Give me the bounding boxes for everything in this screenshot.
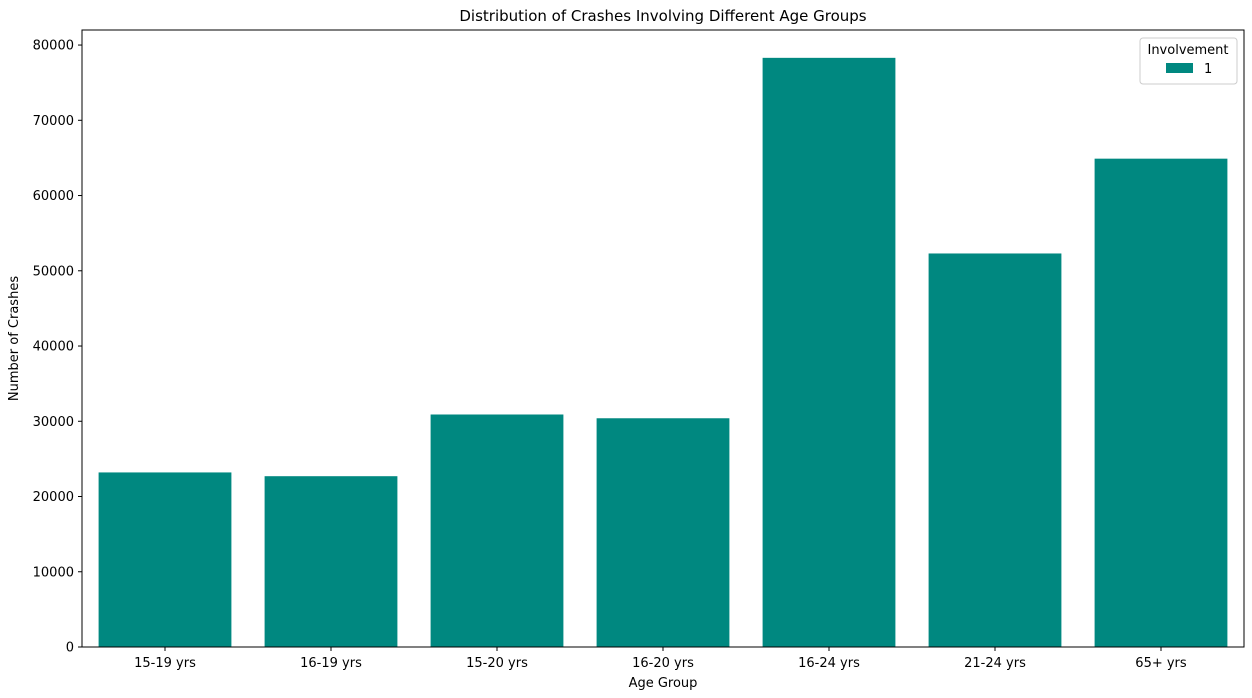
bar-15-19-yrs xyxy=(98,472,232,647)
x-axis-label: Age Group xyxy=(629,676,698,691)
x-axis: 15-19 yrs 16-19 yrs 15-20 yrs 16-20 yrs 16-2… xyxy=(134,647,1187,671)
y-tick-label: 30000 xyxy=(33,415,74,430)
bar-16-24-yrs xyxy=(762,57,896,647)
bar-16-20-yrs xyxy=(596,418,730,647)
bar-16-19-yrs xyxy=(264,476,398,647)
x-tick-label: 21-24 yrs xyxy=(964,656,1026,671)
x-tick-label: 16-24 yrs xyxy=(798,656,860,671)
y-tick-label: 0 xyxy=(66,641,74,656)
y-tick-label: 40000 xyxy=(33,340,74,355)
bar-21-24-yrs xyxy=(928,253,1062,647)
legend-swatch xyxy=(1166,63,1193,73)
y-tick-label: 70000 xyxy=(33,114,74,129)
x-tick-label: 16-19 yrs xyxy=(300,656,362,671)
legend-entry-label: 1 xyxy=(1204,62,1212,77)
x-tick-label: 15-20 yrs xyxy=(466,656,528,671)
legend-box xyxy=(1139,37,1238,85)
y-axis: 0 10000 20000 30000 40000 50000 60000 70000 8000… xyxy=(33,39,82,656)
legend-title: Involvement xyxy=(1147,43,1228,58)
chart-title: Distribution of Crashes Involving Differ… xyxy=(459,7,866,25)
legend: Involvement 1 xyxy=(1139,37,1238,85)
plot-frame xyxy=(81,29,1245,648)
bar-65-yrs xyxy=(1094,158,1228,648)
y-tick-label: 80000 xyxy=(33,39,74,54)
y-tick-label: 20000 xyxy=(33,490,74,505)
y-axis-label: Number of Crashes xyxy=(7,276,22,401)
x-tick-label: 65+ yrs xyxy=(1135,656,1187,671)
y-tick-label: 60000 xyxy=(33,189,74,204)
x-tick-label: 15-19 yrs xyxy=(134,656,196,671)
bars-group xyxy=(98,57,1228,648)
bar-15-20-yrs xyxy=(430,414,564,647)
y-tick-label: 50000 xyxy=(33,264,74,279)
y-tick-label: 10000 xyxy=(33,565,74,580)
x-tick-label: 16-20 yrs xyxy=(632,656,694,671)
